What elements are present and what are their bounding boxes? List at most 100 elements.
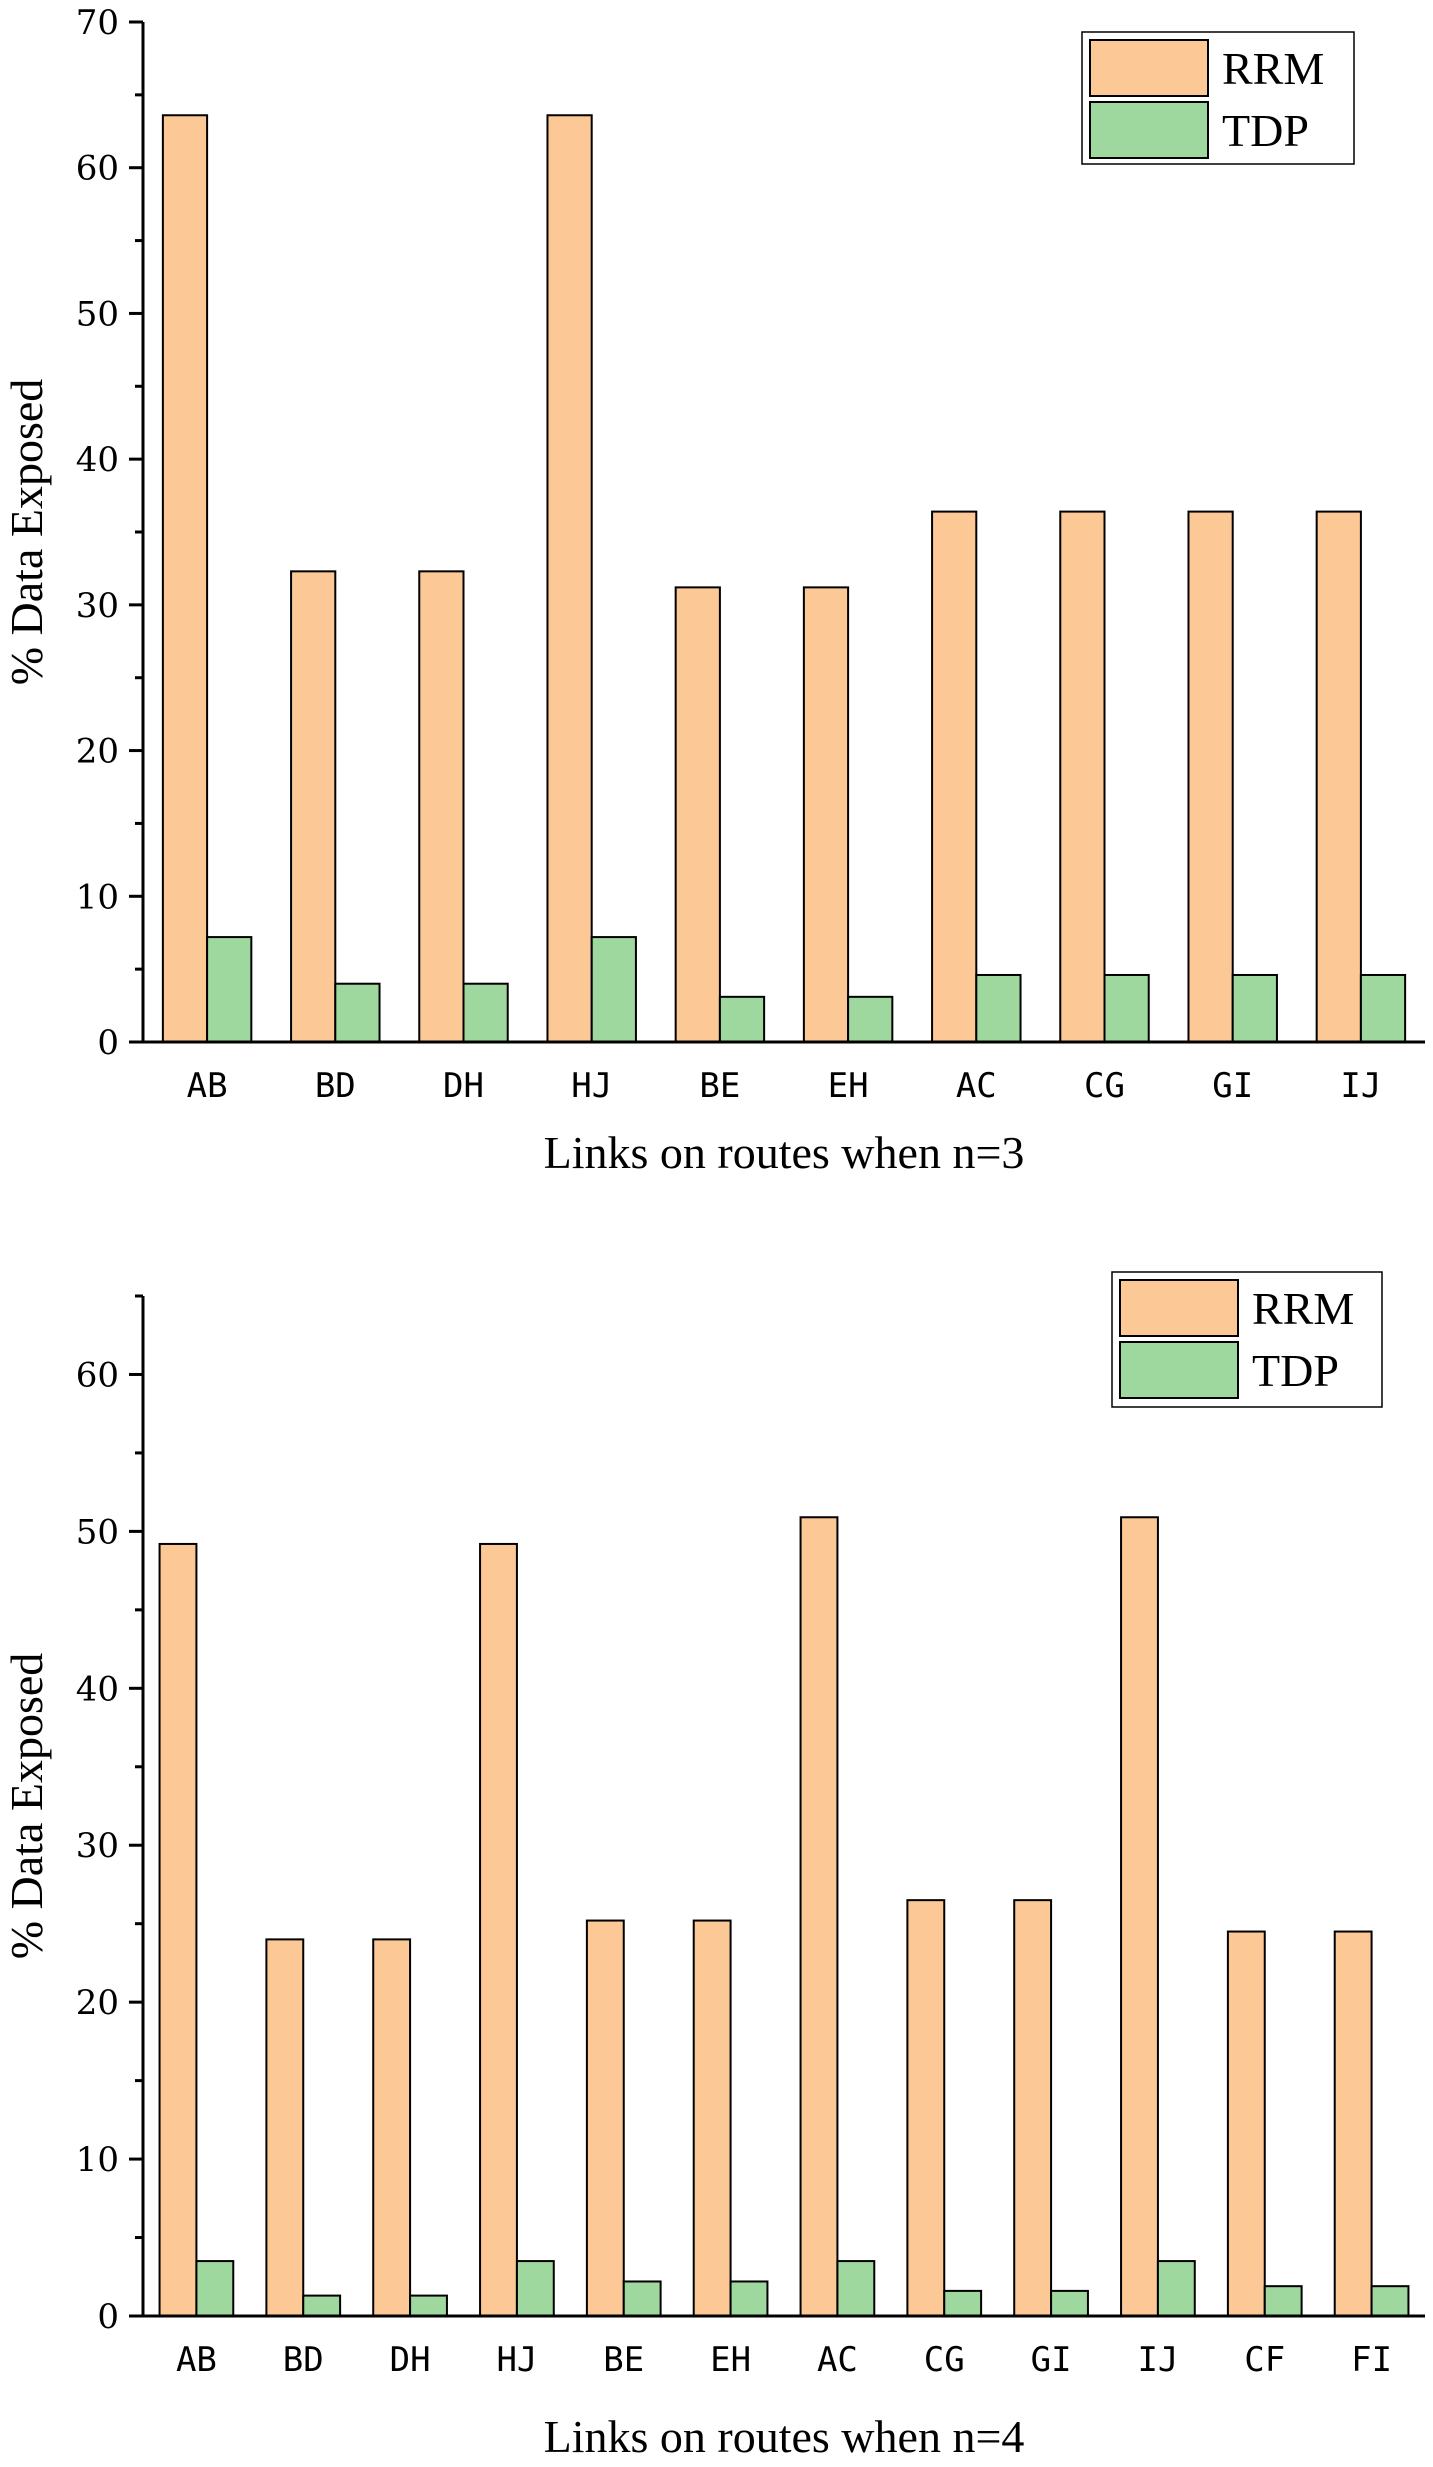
bar-rrm-hj bbox=[546, 114, 593, 1043]
x-tick-label: IJ bbox=[1340, 1066, 1381, 1106]
legend-label-rrm: RRM bbox=[1222, 43, 1324, 94]
bar-tdp-eh bbox=[729, 2280, 769, 2317]
bar-tdp-eh bbox=[847, 995, 894, 1043]
x-tick-label: EH bbox=[828, 1066, 869, 1106]
bar-tdp-fi bbox=[1370, 2285, 1410, 2317]
bar-tdp-cf bbox=[1263, 2285, 1303, 2317]
x-tick-label: BE bbox=[603, 2340, 644, 2380]
bar-tdp-be bbox=[622, 2280, 662, 2317]
y-tick-label: 0 bbox=[97, 1023, 119, 1063]
chart-n3: AB BD DH HJ BE EH AC CG GI IJ 0 10 20 30 40 50 60 70 Link… bbox=[1, 3, 1425, 1178]
axes-group: AB BD DH HJ BE EH AC CG GI IJ CF FI 0 10 20 30 40 50 60 bbox=[76, 1294, 1425, 2380]
y-tick-label: 60 bbox=[76, 1355, 119, 1395]
bar-tdp-cg bbox=[943, 2289, 983, 2318]
bar-rrm-fi bbox=[1333, 1930, 1373, 2317]
y-tick-label: 40 bbox=[76, 1669, 119, 1709]
x-tick-label: EH bbox=[710, 2340, 751, 2380]
y-axis-title: % Data Exposed bbox=[1, 379, 52, 686]
bar-tdp-hj bbox=[515, 2260, 555, 2317]
bar-tdp-dh bbox=[462, 982, 509, 1044]
bar-rrm-cf bbox=[1226, 1930, 1266, 2317]
bar-tdp-hj bbox=[590, 936, 637, 1043]
bar-tdp-gi bbox=[1231, 973, 1278, 1044]
legend-swatch-tdp bbox=[1089, 101, 1209, 159]
bar-tdp-ab bbox=[195, 2260, 235, 2317]
x-tick-label: AB bbox=[176, 2340, 217, 2380]
x-tick-label: GI bbox=[1212, 1066, 1253, 1106]
y-tick-label: 10 bbox=[76, 2140, 119, 2180]
x-tick-label: CG bbox=[1084, 1066, 1125, 1106]
bar-rrm-dh bbox=[418, 570, 465, 1043]
legend-label-tdp: TDP bbox=[1252, 1345, 1339, 1396]
bar-rrm-bd bbox=[265, 1938, 305, 2318]
x-tick-label: HJ bbox=[496, 2340, 537, 2380]
bar-rrm-be bbox=[674, 586, 721, 1043]
bar-rrm-ij bbox=[1120, 1516, 1159, 2318]
bar-rrm-hj bbox=[479, 1542, 518, 2317]
bar-rrm-ab bbox=[158, 1542, 198, 2317]
bar-tdp-cg bbox=[1103, 973, 1150, 1044]
bar-tdp-dh bbox=[409, 2294, 448, 2318]
legend-swatch-rrm bbox=[1089, 39, 1209, 97]
legend-label-tdp: TDP bbox=[1222, 105, 1309, 156]
bar-tdp-ij bbox=[1359, 973, 1407, 1044]
bar-tdp-ab bbox=[206, 936, 253, 1043]
legend: RRM TDP bbox=[1081, 31, 1355, 165]
x-tick-label: CG bbox=[924, 2340, 965, 2380]
y-tick-label: 30 bbox=[76, 1826, 119, 1866]
bar-rrm-ac bbox=[799, 1516, 839, 2318]
bar-rrm-eh bbox=[692, 1919, 732, 2317]
bar-rrm-gi bbox=[1187, 510, 1234, 1044]
bars-group bbox=[158, 1516, 1410, 2318]
axes-group: AB BD DH HJ BE EH AC CG GI IJ 0 10 20 30 40 50 60 70 bbox=[76, 3, 1425, 1106]
x-tick-label: AC bbox=[817, 2340, 858, 2380]
y-tick-label: 0 bbox=[97, 2297, 119, 2337]
bar-tdp-be bbox=[718, 995, 766, 1043]
x-tick-label: DH bbox=[390, 2340, 431, 2380]
bar-tdp-gi bbox=[1050, 2289, 1089, 2318]
bar-tdp-ac bbox=[836, 2260, 876, 2317]
x-tick-label: GI bbox=[1031, 2340, 1072, 2380]
x-tick-label: BD bbox=[315, 1066, 356, 1106]
legend-swatch-rrm bbox=[1119, 1279, 1239, 1337]
x-axis-title: Links on routes when n=3 bbox=[544, 1127, 1025, 1178]
legend-label-rrm: RRM bbox=[1252, 1283, 1354, 1334]
x-tick-label: AB bbox=[187, 1066, 228, 1106]
bar-rrm-be bbox=[585, 1919, 625, 2317]
y-tick-label: 50 bbox=[76, 1512, 119, 1552]
y-tick-label: 30 bbox=[76, 586, 119, 626]
legend-swatch-tdp bbox=[1119, 1341, 1239, 1399]
bar-rrm-gi bbox=[1013, 1899, 1053, 2317]
bar-tdp-bd bbox=[302, 2294, 342, 2318]
bar-rrm-ac bbox=[931, 510, 978, 1044]
bar-rrm-bd bbox=[290, 570, 337, 1043]
bar-rrm-eh bbox=[802, 586, 850, 1043]
x-tick-label: FI bbox=[1351, 2340, 1392, 2380]
y-tick-label: 50 bbox=[76, 294, 119, 334]
x-tick-label: CF bbox=[1244, 2340, 1285, 2380]
bar-rrm-cg bbox=[906, 1899, 946, 2317]
bar-rrm-dh bbox=[372, 1938, 412, 2318]
x-tick-label: BE bbox=[699, 1066, 740, 1106]
bar-rrm-cg bbox=[1059, 510, 1106, 1044]
bars-group bbox=[161, 114, 1407, 1044]
bar-rrm-ij bbox=[1315, 510, 1362, 1044]
bar-tdp-ij bbox=[1156, 2260, 1196, 2317]
y-tick-label: 70 bbox=[76, 3, 119, 43]
y-tick-label: 20 bbox=[76, 732, 119, 772]
legend: RRM TDP bbox=[1111, 1271, 1383, 1408]
y-tick-label: 60 bbox=[76, 149, 119, 189]
x-tick-label: BD bbox=[283, 2340, 324, 2380]
y-tick-label: 20 bbox=[76, 1983, 119, 2023]
bar-tdp-bd bbox=[334, 982, 381, 1044]
x-tick-label: AC bbox=[956, 1066, 997, 1106]
y-tick-label: 10 bbox=[76, 877, 119, 917]
chart-n4: AB BD DH HJ BE EH AC CG GI IJ CF FI 0 10 20 30 40 50 60 Li… bbox=[1, 1271, 1425, 2462]
x-axis-title: Links on routes when n=4 bbox=[544, 2411, 1025, 2462]
x-tick-label: DH bbox=[443, 1066, 484, 1106]
x-tick-label: HJ bbox=[571, 1066, 612, 1106]
x-tick-label: IJ bbox=[1137, 2340, 1178, 2380]
bar-tdp-ac bbox=[975, 973, 1022, 1044]
y-axis-title: % Data Exposed bbox=[1, 1653, 52, 1960]
